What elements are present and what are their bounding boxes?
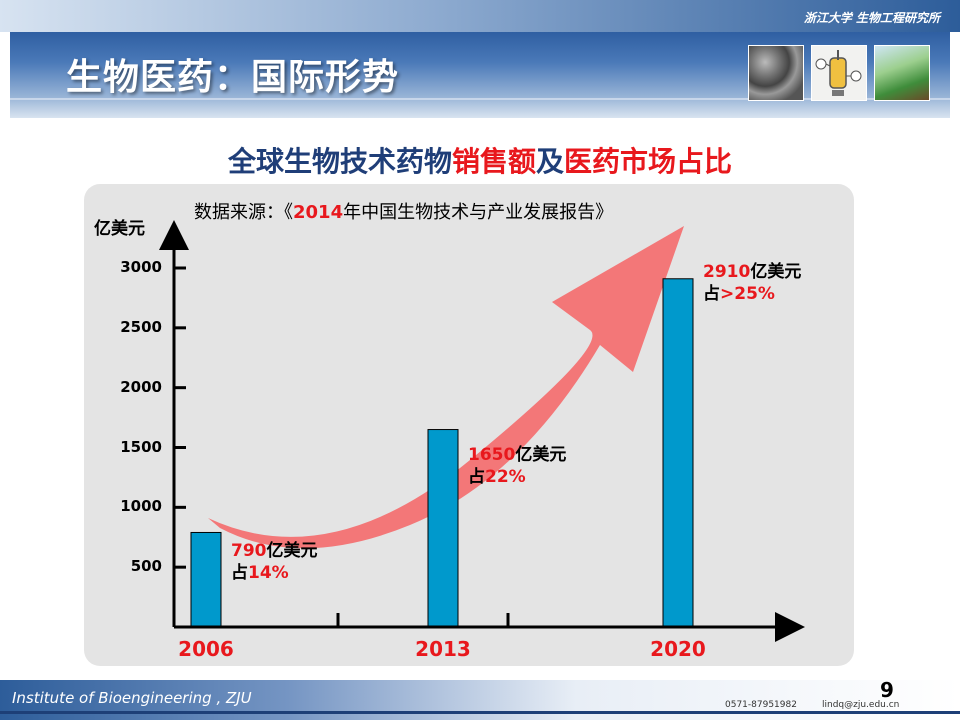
- growth-arrow: [208, 226, 684, 549]
- data-label-part: 占: [703, 284, 720, 304]
- data-label-part: 占: [468, 467, 485, 487]
- data-label-part: 2910: [703, 262, 751, 282]
- data-label-part: 亿美元: [750, 262, 802, 282]
- microscope-image: [748, 45, 804, 101]
- data-label-part: 22%: [485, 467, 526, 487]
- x-tick-label: 2006: [178, 637, 234, 661]
- data-label-2020: 2910亿美元占>25%: [703, 261, 801, 305]
- chart-title: 全球生物技术药物销售额及医药市场占比: [227, 145, 733, 178]
- footer-institute: Institute of Bioengineering , ZJU: [12, 689, 252, 707]
- footer-email: lindq@zju.edu.cn: [822, 700, 900, 710]
- y-tick-label: 3000: [120, 258, 162, 276]
- footer-phone: 0571-87951982: [725, 700, 797, 710]
- y-tick-label: 1000: [120, 497, 162, 516]
- data-label-part: 亿美元: [266, 541, 318, 561]
- data-label-part: 占: [231, 563, 248, 583]
- x-tick-label: 2013: [415, 637, 471, 661]
- data-label-2013: 1650亿美元占22%: [468, 444, 566, 488]
- bioreactor-diagram-image: [811, 45, 867, 101]
- data-label-2006: 790亿美元 占14%: [231, 540, 318, 584]
- bar-2013: [427, 429, 459, 628]
- y-tick-label: 500: [130, 557, 162, 576]
- data-label-part: 14%: [248, 563, 289, 583]
- slide-title: 生物医药：国际形势: [66, 57, 400, 98]
- bar-2006: [190, 531, 222, 628]
- footer-divider: [0, 711, 960, 714]
- data-label-part: 1650: [468, 445, 516, 465]
- top-bar: [0, 0, 960, 32]
- data-label-part: 790: [231, 541, 267, 561]
- data-label-part: >25%: [720, 284, 775, 304]
- page-number: 9: [880, 678, 894, 702]
- x-tick-label: 2020: [650, 637, 706, 661]
- institute-name: 浙江大学 生物工程研究所: [803, 11, 940, 25]
- y-tick-label: 2500: [120, 317, 162, 336]
- y-tick-label: 2000: [120, 377, 162, 396]
- data-label-part: 亿美元: [515, 445, 567, 465]
- y-tick-label: 1500: [120, 437, 162, 456]
- data-source-note: 数据来源：《2014年中国生物技术与产业发展报告》: [194, 202, 614, 223]
- plant-landscape-image: [874, 45, 930, 101]
- bar-2020: [662, 278, 694, 628]
- y-axis-unit-label: 亿美元: [94, 219, 145, 239]
